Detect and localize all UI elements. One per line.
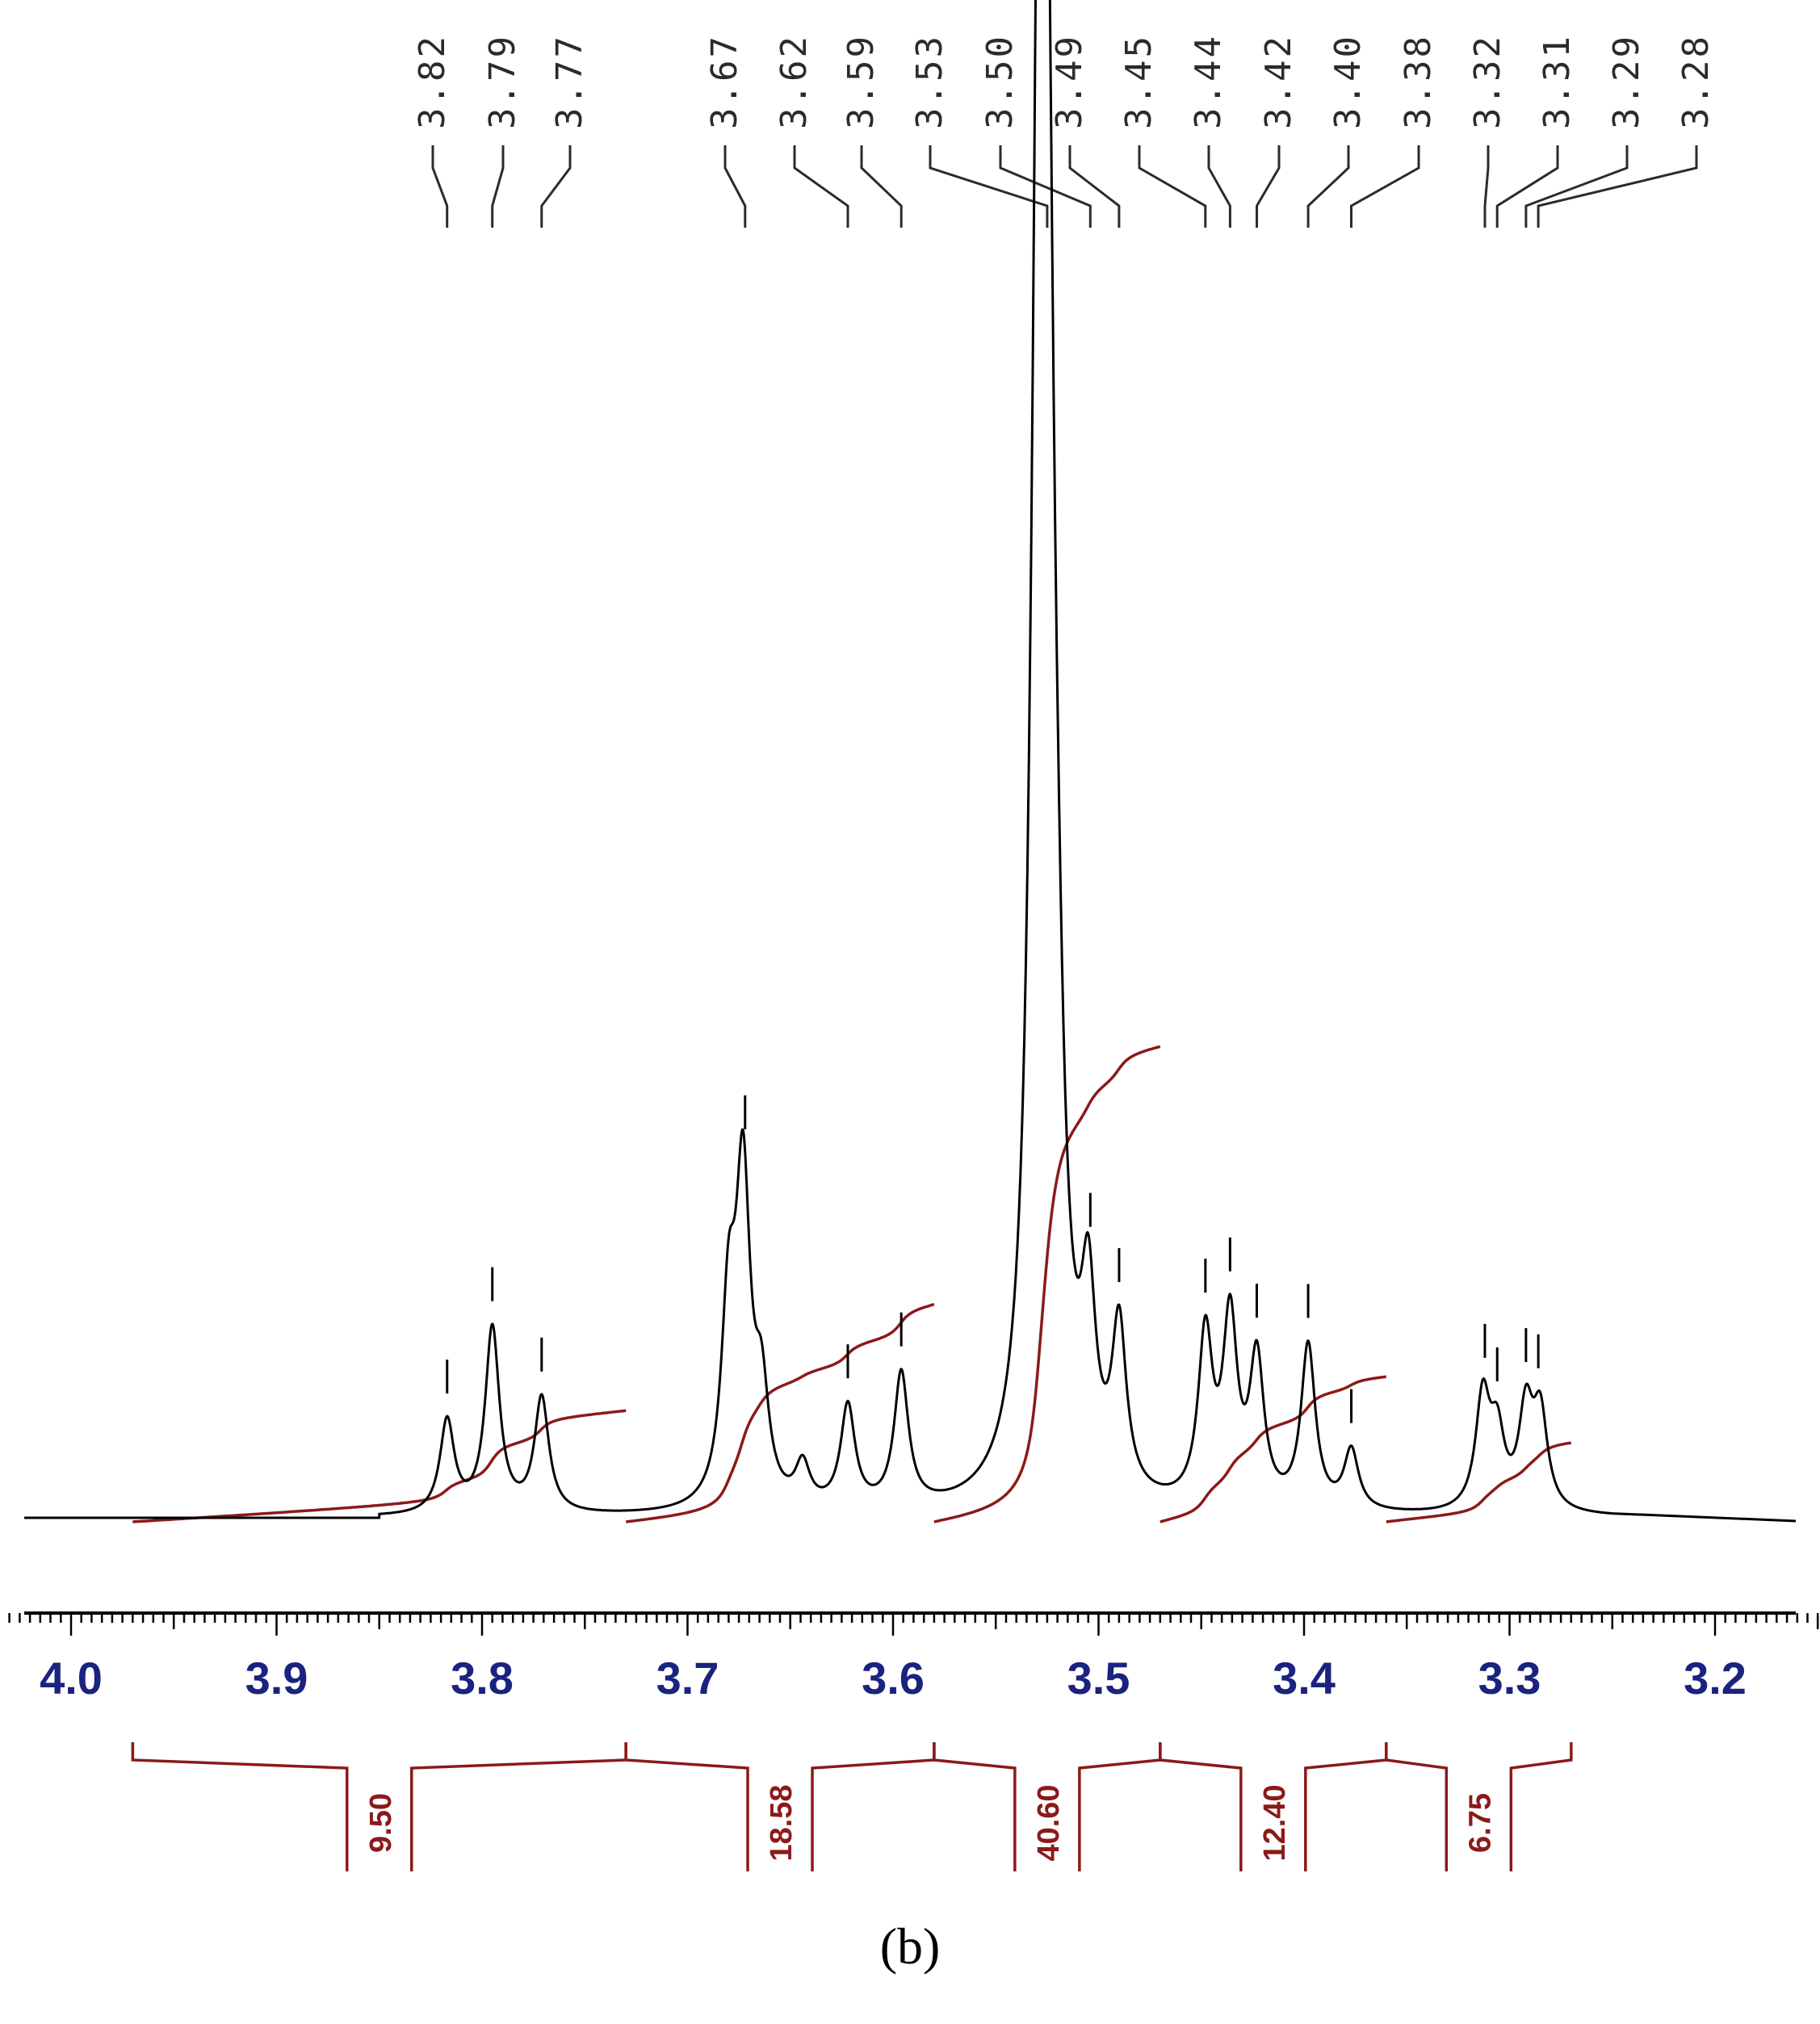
integral-curves [132,1045,1572,1523]
peak-label: 3.44 [1188,34,1229,129]
x-tick-label: 3.6 [862,1653,925,1703]
figure-caption: (b) [880,1917,941,1975]
integral-bracket [1385,1742,1573,1871]
x-tick-label: 3.3 [1478,1653,1541,1703]
peak-label-connector [999,145,1092,228]
peak-label: 3.49 [1049,34,1090,129]
peak-label: 3.53 [909,34,950,129]
peak-label: 3.32 [1467,34,1508,129]
peak-label-connector [1306,145,1350,228]
peak-label-connector [1207,145,1231,228]
peak-label: 3.31 [1537,34,1578,129]
peak-label-connector [491,145,505,228]
peak-label-connector [1483,145,1490,228]
peak-label: 3.45 [1118,34,1160,129]
peak-label-connector [1495,145,1559,228]
peak-label-connector [1138,145,1207,228]
integral-value-label: 9.50 [364,1793,398,1853]
peak-label-connectors [431,145,1698,228]
peak-label-connector [929,145,1049,228]
peak-label: 3.77 [549,34,590,129]
peak-label: 3.50 [979,34,1021,129]
peak-label-connector [431,145,449,228]
peak-label: 3.42 [1258,34,1299,129]
integral-curve [1160,1375,1387,1523]
integral-value-label: 12.40 [1258,1784,1292,1861]
peak-label: 3.59 [841,34,882,129]
x-tick-label: 3.7 [656,1653,719,1703]
integral-curve [933,1045,1161,1523]
x-axis: 4.0 3.9 3.8 3.7 3.6 3.5 3.4 3.3 3.2 [8,1611,1819,1703]
x-tick-label: 3.2 [1684,1653,1747,1703]
peak-label: 3.28 [1675,34,1717,129]
integral-value-label: 6.75 [1463,1793,1497,1853]
peak-label: 3.38 [1398,34,1439,129]
peak-label-connector [1256,145,1281,228]
x-tick-label: 3.9 [245,1653,308,1703]
peak-marks [446,1095,1540,1423]
integral-brackets: 9.50 18.58 40.60 12.40 6.75 [131,1742,1573,1871]
integral-value-label: 18.58 [765,1784,799,1861]
integral-curve [626,1302,935,1523]
peak-labels: 3.82 3.79 3.77 3.67 3.62 3.59 3.53 3.50 3.49 3.45… [412,34,1717,129]
peak-label-connector [723,145,747,228]
peak-label-connector [540,145,572,228]
peak-label-connector [1350,145,1420,228]
peak-label-connector [793,145,849,228]
peak-label: 3.67 [704,34,745,129]
peak-label: 3.82 [412,34,453,129]
peak-label-connector [1068,145,1121,228]
peak-label-connector [860,145,903,228]
x-tick-label: 3.8 [451,1653,514,1703]
x-tick-label: 3.4 [1273,1653,1336,1703]
integral-value-label: 40.60 [1032,1784,1066,1861]
peak-label: 3.29 [1606,34,1647,129]
peak-label: 3.40 [1327,34,1369,129]
peak-label: 3.79 [482,34,523,129]
peak-label-connector [1524,145,1629,228]
x-tick-label: 3.5 [1067,1653,1130,1703]
integral-curve [1386,1441,1572,1523]
spectrum-line [24,0,1797,1523]
peak-label: 3.62 [774,34,815,129]
x-tick-label: 4.0 [40,1653,103,1703]
peak-label-connector [1537,145,1698,228]
